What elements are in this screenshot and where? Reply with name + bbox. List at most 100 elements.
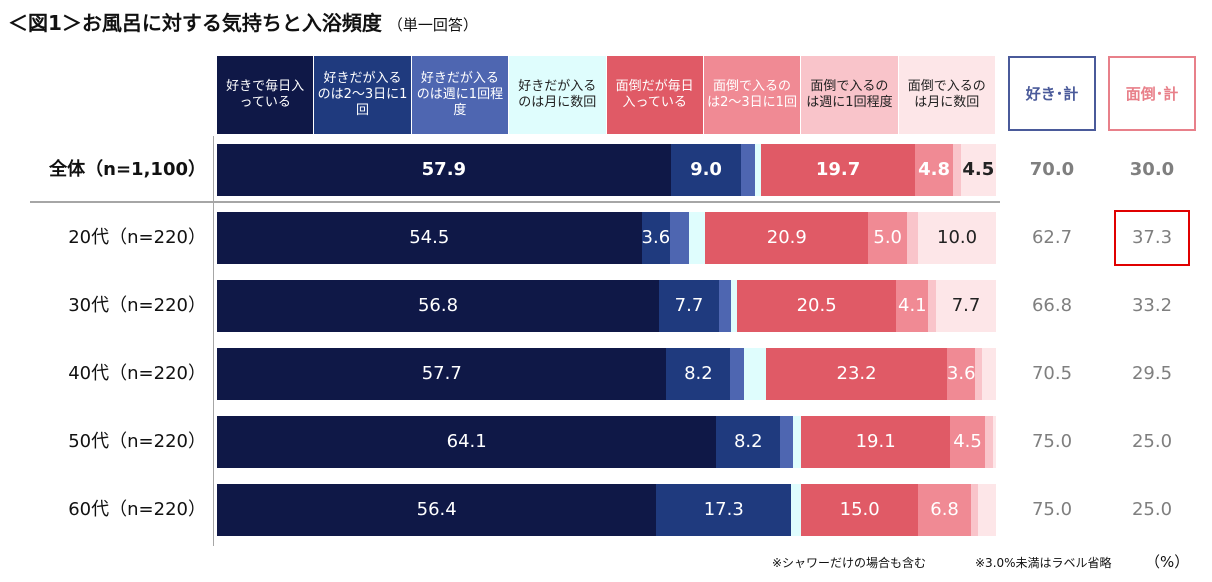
legend-header-8: 面倒で入るのは月に数回 bbox=[898, 56, 995, 134]
bar-segment bbox=[971, 484, 979, 536]
legend-header-2: 好きだが入るのは2～3日に1回 bbox=[314, 56, 411, 134]
sum-bother-value: 29.5 bbox=[1131, 363, 1173, 384]
legend-header-4: 好きだが入るのは月に数回 bbox=[509, 56, 606, 134]
bar-segment bbox=[946, 348, 975, 400]
bar-segment bbox=[801, 484, 919, 536]
row-label: 30代（n=220） bbox=[68, 295, 206, 316]
bar-segment bbox=[868, 212, 908, 264]
bar-segment bbox=[705, 212, 869, 264]
bar-segment bbox=[659, 280, 719, 332]
data-label: 15.0 bbox=[839, 499, 880, 520]
row-label: 全体（n=1,100） bbox=[49, 159, 206, 180]
bar-segment bbox=[741, 144, 756, 196]
bar-segment bbox=[718, 280, 731, 332]
data-label: 7.7 bbox=[674, 295, 704, 316]
sum-like-value: 75.0 bbox=[1031, 431, 1073, 452]
bar-segment bbox=[791, 484, 802, 536]
row-label: 60代（n=220） bbox=[68, 499, 206, 520]
row-label: 40代（n=220） bbox=[68, 363, 206, 384]
bar-segment bbox=[766, 348, 947, 400]
bar-segment bbox=[793, 416, 802, 468]
bar-segment bbox=[217, 280, 660, 332]
sum-bother-value: 30.0 bbox=[1129, 159, 1175, 180]
note-omit: ※3.0%未満はラベル省略 bbox=[975, 556, 1112, 570]
bar-segment bbox=[780, 416, 794, 468]
chart-title: ＜図1＞お風呂に対する気持ちと入浴頻度 （単一回答） bbox=[8, 8, 478, 38]
bar-segment bbox=[978, 484, 996, 536]
row-label: 50代（n=220） bbox=[68, 431, 206, 452]
bar-segment bbox=[730, 348, 745, 400]
note-shower: ※シャワーだけの場合も含む bbox=[772, 556, 927, 570]
bar-segment bbox=[915, 144, 953, 196]
chart-title-main: ＜図1＞お風呂に対する気持ちと入浴頻度 bbox=[8, 11, 382, 35]
data-label: 10.0 bbox=[937, 227, 978, 248]
legend-header-7: 面倒で入るのは週に1回程度 bbox=[801, 56, 898, 134]
data-label: 20.5 bbox=[796, 295, 837, 316]
data-label: 9.0 bbox=[690, 159, 722, 180]
bar-segment bbox=[656, 484, 792, 536]
bar-segment bbox=[918, 484, 972, 536]
bar-segment bbox=[217, 212, 642, 264]
data-label: 8.2 bbox=[733, 431, 763, 452]
total-separator-line bbox=[30, 201, 1000, 203]
data-label: 17.3 bbox=[703, 499, 744, 520]
data-label: 5.0 bbox=[873, 227, 903, 248]
bar-segment bbox=[952, 144, 961, 196]
data-label: 4.8 bbox=[918, 159, 951, 180]
unit-label: （%） bbox=[1145, 553, 1190, 571]
bar-segment bbox=[992, 416, 996, 468]
sum-bother-value: 33.2 bbox=[1131, 295, 1173, 316]
data-label: 56.8 bbox=[417, 295, 459, 316]
legend-header-1: 好きで毎日入っている bbox=[217, 56, 314, 134]
highlight-box bbox=[1114, 210, 1190, 266]
data-label: 23.2 bbox=[836, 363, 877, 384]
bar-segment bbox=[896, 280, 929, 332]
bar-segment bbox=[960, 144, 996, 196]
bar-segment bbox=[755, 144, 761, 196]
data-label: 19.1 bbox=[855, 431, 896, 452]
sum-like-value: 70.0 bbox=[1029, 159, 1075, 180]
row-label: 20代（n=220） bbox=[68, 227, 206, 248]
bar-segment bbox=[217, 348, 667, 400]
bar-segment bbox=[985, 416, 993, 468]
bar-segment bbox=[217, 484, 657, 536]
legend-header-6: 面倒で入るのは2～3日に1回 bbox=[703, 56, 801, 134]
bar-segment bbox=[217, 144, 671, 196]
bar-segment bbox=[669, 212, 690, 264]
axis-line bbox=[213, 136, 214, 546]
bar-segment bbox=[736, 280, 897, 332]
bar-segment bbox=[928, 280, 937, 332]
bar-segment bbox=[716, 416, 781, 468]
data-label: 57.9 bbox=[421, 159, 467, 180]
sum-like-value: 62.7 bbox=[1031, 227, 1073, 248]
bar-segment bbox=[907, 212, 919, 264]
bar-segment bbox=[760, 144, 916, 196]
bar-segment bbox=[641, 212, 670, 264]
data-label: 20.9 bbox=[766, 227, 807, 248]
summary-header-bother: 面倒･計 bbox=[1108, 56, 1196, 131]
bar-segment bbox=[689, 212, 706, 264]
data-label: 4.5 bbox=[953, 431, 982, 452]
data-label: 4.5 bbox=[962, 159, 995, 180]
legend-header-5: 面倒だが毎日入っている bbox=[606, 56, 703, 134]
bar-segment bbox=[950, 416, 986, 468]
bar-segment bbox=[974, 348, 982, 400]
sum-bother-value: 25.0 bbox=[1131, 431, 1173, 452]
sum-like-value: 70.5 bbox=[1031, 363, 1073, 384]
bar-segment bbox=[918, 212, 996, 264]
data-label: 56.4 bbox=[416, 499, 457, 520]
data-label: 4.1 bbox=[898, 295, 927, 316]
legend-header-3: 好きだが入るのは週に1回程度 bbox=[411, 56, 509, 134]
data-label: 6.8 bbox=[930, 499, 959, 520]
bar-segment bbox=[666, 348, 731, 400]
bar-segment bbox=[801, 416, 951, 468]
data-label: 3.6 bbox=[641, 227, 671, 248]
sum-bother-value: 25.0 bbox=[1131, 499, 1173, 520]
summary-header-like: 好き･計 bbox=[1008, 56, 1096, 131]
sum-like-value: 66.8 bbox=[1031, 295, 1073, 316]
data-label: 64.1 bbox=[446, 431, 487, 452]
data-label: 3.6 bbox=[946, 363, 976, 384]
bar-segment bbox=[744, 348, 767, 400]
data-label: 57.7 bbox=[421, 363, 462, 384]
bar-segment bbox=[936, 280, 996, 332]
